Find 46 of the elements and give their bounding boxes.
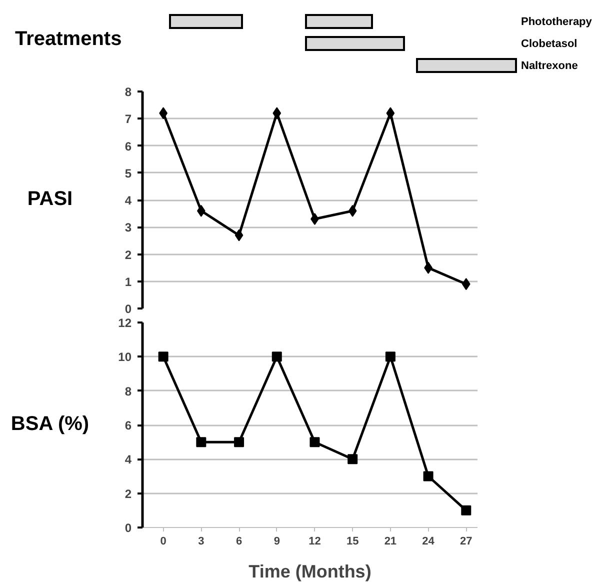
point: [348, 454, 358, 464]
x-tick-label: 6: [236, 536, 242, 548]
y-tick-label: 6: [124, 418, 132, 432]
x-tick-label: 15: [346, 536, 359, 548]
category-label: Phototherapy: [521, 15, 592, 30]
x-tick-label: 21: [384, 536, 397, 548]
x-tick-label: 9: [274, 536, 280, 548]
x-tick-label: 12: [308, 536, 321, 548]
point: [234, 229, 244, 242]
x-axis-title: Time (Months): [248, 562, 372, 582]
y-tick-label: 10: [118, 350, 132, 364]
category-label: Naltrexone: [521, 59, 578, 74]
y-tick-label: 5: [124, 166, 132, 180]
y-tick-label: 8: [124, 85, 132, 99]
x-tick-label: 24: [422, 536, 436, 548]
point: [158, 352, 168, 362]
y-tick-label: 12: [118, 316, 132, 330]
x-tick-label: 3: [198, 536, 204, 548]
point: [196, 437, 206, 448]
y-tick-label: 6: [124, 139, 132, 154]
y-tick-label: 8: [124, 384, 132, 398]
point: [386, 107, 395, 120]
point: [385, 352, 396, 362]
y-axis-title: BSA (%): [10, 412, 90, 436]
point: [234, 437, 244, 448]
text: Treatments: [15, 27, 122, 52]
y-tick-label: 3: [124, 220, 132, 235]
point: [461, 505, 472, 516]
x-tick-label: 0: [160, 536, 166, 548]
y-tick-label: 1: [124, 274, 132, 289]
point: [272, 352, 282, 362]
y-tick-label: 2: [124, 248, 132, 262]
y-tick-label: 7: [124, 112, 132, 126]
x-tick-label: 27: [460, 536, 472, 548]
point: [272, 107, 282, 120]
y-tick-label: 0: [124, 521, 132, 535]
y-tick-label: 0: [124, 302, 132, 316]
y-axis-title: PASI: [26, 186, 74, 210]
y-tick-label: 4: [124, 194, 132, 208]
y-tick-label: 2: [124, 486, 132, 501]
y-tick-label: 4: [124, 452, 132, 467]
point: [310, 437, 320, 448]
point: [462, 278, 470, 290]
point: [348, 204, 357, 217]
category-label: Clobetasol: [521, 37, 578, 52]
point: [423, 471, 434, 482]
